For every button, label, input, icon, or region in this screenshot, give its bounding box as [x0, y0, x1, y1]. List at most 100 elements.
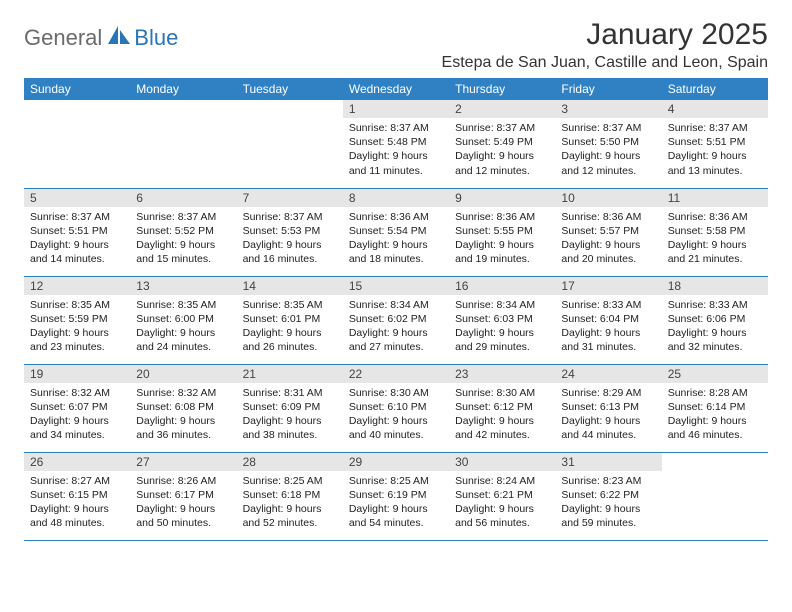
sunrise-line: Sunrise: 8:35 AM: [243, 298, 337, 312]
sunrise-line: Sunrise: 8:32 AM: [30, 386, 124, 400]
sunrise-line: Sunrise: 8:36 AM: [455, 210, 549, 224]
sunrise-line: Sunrise: 8:36 AM: [561, 210, 655, 224]
sunrise-line: Sunrise: 8:34 AM: [349, 298, 443, 312]
title-block: January 2025 Estepa de San Juan, Castill…: [442, 18, 768, 72]
calendar-cell: 18Sunrise: 8:33 AMSunset: 6:06 PMDayligh…: [662, 276, 768, 364]
day-details: Sunrise: 8:34 AMSunset: 6:03 PMDaylight:…: [449, 295, 555, 359]
daylight-line: Daylight: 9 hours and 12 minutes.: [561, 149, 655, 177]
day-details: Sunrise: 8:23 AMSunset: 6:22 PMDaylight:…: [555, 471, 661, 535]
weekday-header: Thursday: [449, 78, 555, 100]
sunrise-line: Sunrise: 8:37 AM: [30, 210, 124, 224]
calendar-cell: 10Sunrise: 8:36 AMSunset: 5:57 PMDayligh…: [555, 188, 661, 276]
calendar-cell: 5Sunrise: 8:37 AMSunset: 5:51 PMDaylight…: [24, 188, 130, 276]
day-number: 3: [555, 100, 661, 118]
day-number: 25: [662, 365, 768, 383]
daylight-line: Daylight: 9 hours and 15 minutes.: [136, 238, 230, 266]
sunrise-line: Sunrise: 8:23 AM: [561, 474, 655, 488]
day-number: 28: [237, 453, 343, 471]
sunset-line: Sunset: 6:10 PM: [349, 400, 443, 414]
calendar-page: General Blue January 2025 Estepa de San …: [0, 0, 792, 541]
sunrise-line: Sunrise: 8:35 AM: [30, 298, 124, 312]
day-number: 26: [24, 453, 130, 471]
sunset-line: Sunset: 5:49 PM: [455, 135, 549, 149]
weekday-header: Tuesday: [237, 78, 343, 100]
logo-text-blue: Blue: [134, 25, 178, 51]
day-number: 30: [449, 453, 555, 471]
daylight-line: Daylight: 9 hours and 42 minutes.: [455, 414, 549, 442]
day-details: Sunrise: 8:34 AMSunset: 6:02 PMDaylight:…: [343, 295, 449, 359]
daylight-line: Daylight: 9 hours and 13 minutes.: [668, 149, 762, 177]
sunrise-line: Sunrise: 8:36 AM: [349, 210, 443, 224]
sunset-line: Sunset: 6:17 PM: [136, 488, 230, 502]
sunset-line: Sunset: 5:48 PM: [349, 135, 443, 149]
daylight-line: Daylight: 9 hours and 26 minutes.: [243, 326, 337, 354]
calendar-cell: 16Sunrise: 8:34 AMSunset: 6:03 PMDayligh…: [449, 276, 555, 364]
sunset-line: Sunset: 6:01 PM: [243, 312, 337, 326]
day-details: Sunrise: 8:36 AMSunset: 5:58 PMDaylight:…: [662, 207, 768, 271]
daylight-line: Daylight: 9 hours and 16 minutes.: [243, 238, 337, 266]
sunset-line: Sunset: 5:51 PM: [30, 224, 124, 238]
sunset-line: Sunset: 6:02 PM: [349, 312, 443, 326]
day-details: Sunrise: 8:35 AMSunset: 6:00 PMDaylight:…: [130, 295, 236, 359]
day-number: 5: [24, 189, 130, 207]
calendar-cell: 26Sunrise: 8:27 AMSunset: 6:15 PMDayligh…: [24, 452, 130, 540]
calendar-cell: 15Sunrise: 8:34 AMSunset: 6:02 PMDayligh…: [343, 276, 449, 364]
sunrise-line: Sunrise: 8:33 AM: [561, 298, 655, 312]
day-number: 6: [130, 189, 236, 207]
daylight-line: Daylight: 9 hours and 29 minutes.: [455, 326, 549, 354]
daylight-line: Daylight: 9 hours and 19 minutes.: [455, 238, 549, 266]
sunset-line: Sunset: 6:06 PM: [668, 312, 762, 326]
daylight-line: Daylight: 9 hours and 59 minutes.: [561, 502, 655, 530]
logo: General Blue: [24, 18, 178, 51]
sunrise-line: Sunrise: 8:37 AM: [455, 121, 549, 135]
day-details: Sunrise: 8:37 AMSunset: 5:53 PMDaylight:…: [237, 207, 343, 271]
day-details: Sunrise: 8:32 AMSunset: 6:07 PMDaylight:…: [24, 383, 130, 447]
daylight-line: Daylight: 9 hours and 27 minutes.: [349, 326, 443, 354]
sunrise-line: Sunrise: 8:28 AM: [668, 386, 762, 400]
day-details: Sunrise: 8:36 AMSunset: 5:57 PMDaylight:…: [555, 207, 661, 271]
sunset-line: Sunset: 6:03 PM: [455, 312, 549, 326]
daylight-line: Daylight: 9 hours and 24 minutes.: [136, 326, 230, 354]
calendar-cell-empty: [662, 452, 768, 540]
calendar-cell: 19Sunrise: 8:32 AMSunset: 6:07 PMDayligh…: [24, 364, 130, 452]
sunset-line: Sunset: 6:18 PM: [243, 488, 337, 502]
day-number: 11: [662, 189, 768, 207]
sunset-line: Sunset: 5:57 PM: [561, 224, 655, 238]
day-number: 1: [343, 100, 449, 118]
weekday-header: Wednesday: [343, 78, 449, 100]
day-number: 19: [24, 365, 130, 383]
daylight-line: Daylight: 9 hours and 20 minutes.: [561, 238, 655, 266]
day-details: Sunrise: 8:32 AMSunset: 6:08 PMDaylight:…: [130, 383, 236, 447]
weekday-header-row: SundayMondayTuesdayWednesdayThursdayFrid…: [24, 78, 768, 100]
sunset-line: Sunset: 6:12 PM: [455, 400, 549, 414]
calendar-cell-empty: [130, 100, 236, 188]
sunset-line: Sunset: 6:09 PM: [243, 400, 337, 414]
sunrise-line: Sunrise: 8:32 AM: [136, 386, 230, 400]
day-number: 16: [449, 277, 555, 295]
sunrise-line: Sunrise: 8:37 AM: [561, 121, 655, 135]
sunset-line: Sunset: 6:00 PM: [136, 312, 230, 326]
day-number: 21: [237, 365, 343, 383]
sunset-line: Sunset: 6:13 PM: [561, 400, 655, 414]
calendar-cell: 30Sunrise: 8:24 AMSunset: 6:21 PMDayligh…: [449, 452, 555, 540]
day-details: Sunrise: 8:26 AMSunset: 6:17 PMDaylight:…: [130, 471, 236, 535]
sunrise-line: Sunrise: 8:37 AM: [668, 121, 762, 135]
calendar-cell: 12Sunrise: 8:35 AMSunset: 5:59 PMDayligh…: [24, 276, 130, 364]
sunrise-line: Sunrise: 8:37 AM: [136, 210, 230, 224]
calendar-cell-empty: [237, 100, 343, 188]
day-details: Sunrise: 8:30 AMSunset: 6:12 PMDaylight:…: [449, 383, 555, 447]
day-number: 8: [343, 189, 449, 207]
calendar-cell: 22Sunrise: 8:30 AMSunset: 6:10 PMDayligh…: [343, 364, 449, 452]
calendar-table: SundayMondayTuesdayWednesdayThursdayFrid…: [24, 78, 768, 541]
daylight-line: Daylight: 9 hours and 56 minutes.: [455, 502, 549, 530]
calendar-row: 1Sunrise: 8:37 AMSunset: 5:48 PMDaylight…: [24, 100, 768, 188]
day-number: 13: [130, 277, 236, 295]
calendar-cell: 20Sunrise: 8:32 AMSunset: 6:08 PMDayligh…: [130, 364, 236, 452]
weekday-header: Sunday: [24, 78, 130, 100]
day-number: 9: [449, 189, 555, 207]
daylight-line: Daylight: 9 hours and 11 minutes.: [349, 149, 443, 177]
month-title: January 2025: [442, 18, 768, 52]
weekday-header: Saturday: [662, 78, 768, 100]
day-details: Sunrise: 8:37 AMSunset: 5:51 PMDaylight:…: [662, 118, 768, 182]
calendar-cell: 2Sunrise: 8:37 AMSunset: 5:49 PMDaylight…: [449, 100, 555, 188]
